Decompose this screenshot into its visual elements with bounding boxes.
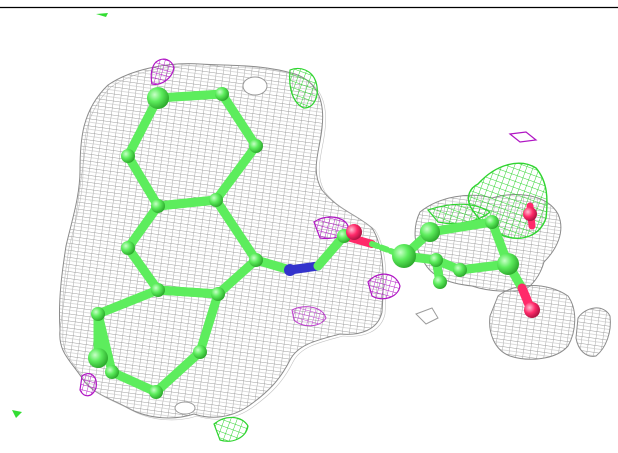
grey-density-mesh-main xyxy=(58,63,387,421)
magenta-density-mesh xyxy=(79,58,538,397)
green-mesh-fragment xyxy=(96,13,108,17)
ligand-atoms xyxy=(88,87,540,399)
